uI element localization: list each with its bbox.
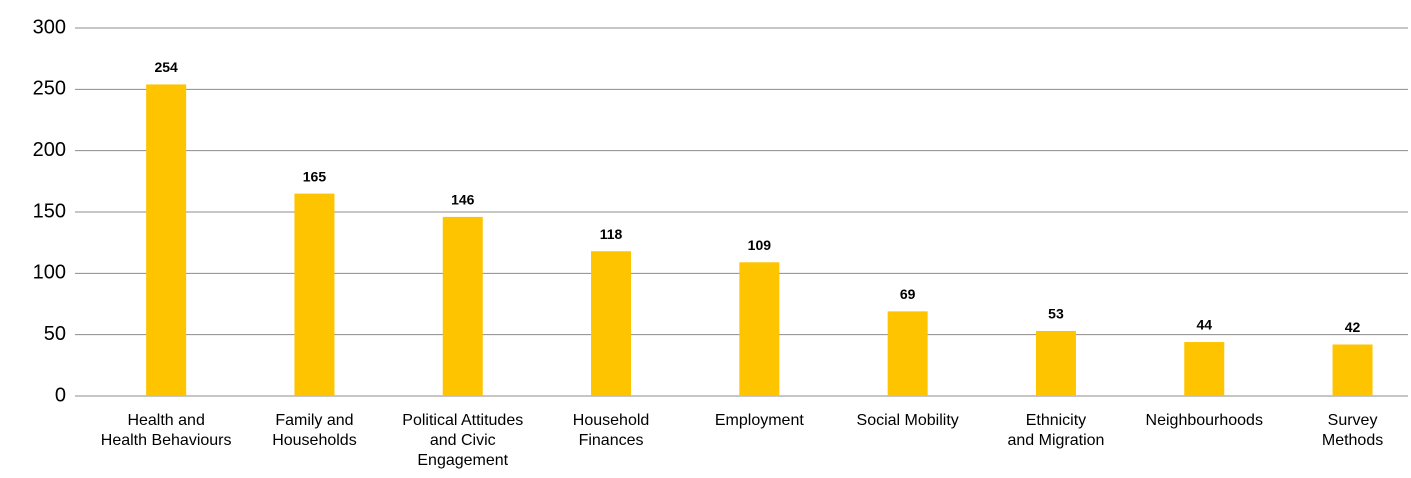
y-tick-label: 50 xyxy=(44,323,66,345)
y-tick-label: 250 xyxy=(33,78,66,100)
x-tick-label: Health and Health Behaviours xyxy=(101,412,232,449)
value-label: 254 xyxy=(154,59,178,75)
value-label: 109 xyxy=(748,237,772,253)
bar xyxy=(591,251,632,396)
value-label: 69 xyxy=(900,286,916,302)
y-tick-label: 200 xyxy=(33,139,66,161)
y-tick-label: 300 xyxy=(33,16,66,38)
bar xyxy=(294,193,335,396)
value-label: 118 xyxy=(600,226,623,242)
x-tick-label: Family and Households xyxy=(272,412,357,449)
bar xyxy=(1332,344,1373,396)
value-label: 44 xyxy=(1196,317,1212,333)
value-label: 165 xyxy=(303,168,327,184)
bar xyxy=(1184,342,1225,396)
y-tick-label: 150 xyxy=(33,200,66,222)
y-tick-label: 100 xyxy=(33,262,66,284)
bar xyxy=(1035,330,1076,396)
bar xyxy=(887,311,928,396)
x-tick-label: Employment xyxy=(715,412,804,429)
value-label: 146 xyxy=(451,192,475,208)
bar xyxy=(146,84,187,396)
x-tick-label: Household Finances xyxy=(573,412,650,449)
y-tick-label: 0 xyxy=(55,384,66,406)
value-label: 53 xyxy=(1048,306,1064,322)
x-tick-label: Ethnicity and Migration xyxy=(1007,412,1104,449)
bar xyxy=(442,216,483,396)
x-tick-label: Survey Methods xyxy=(1322,412,1383,449)
x-tick-label: Neighbourhoods xyxy=(1146,412,1263,429)
value-label: 42 xyxy=(1345,319,1361,335)
bar xyxy=(739,262,780,396)
x-tick-label: Political Attitudes and Civic Engagement xyxy=(402,412,523,469)
x-tick-label: Social Mobility xyxy=(857,412,959,429)
